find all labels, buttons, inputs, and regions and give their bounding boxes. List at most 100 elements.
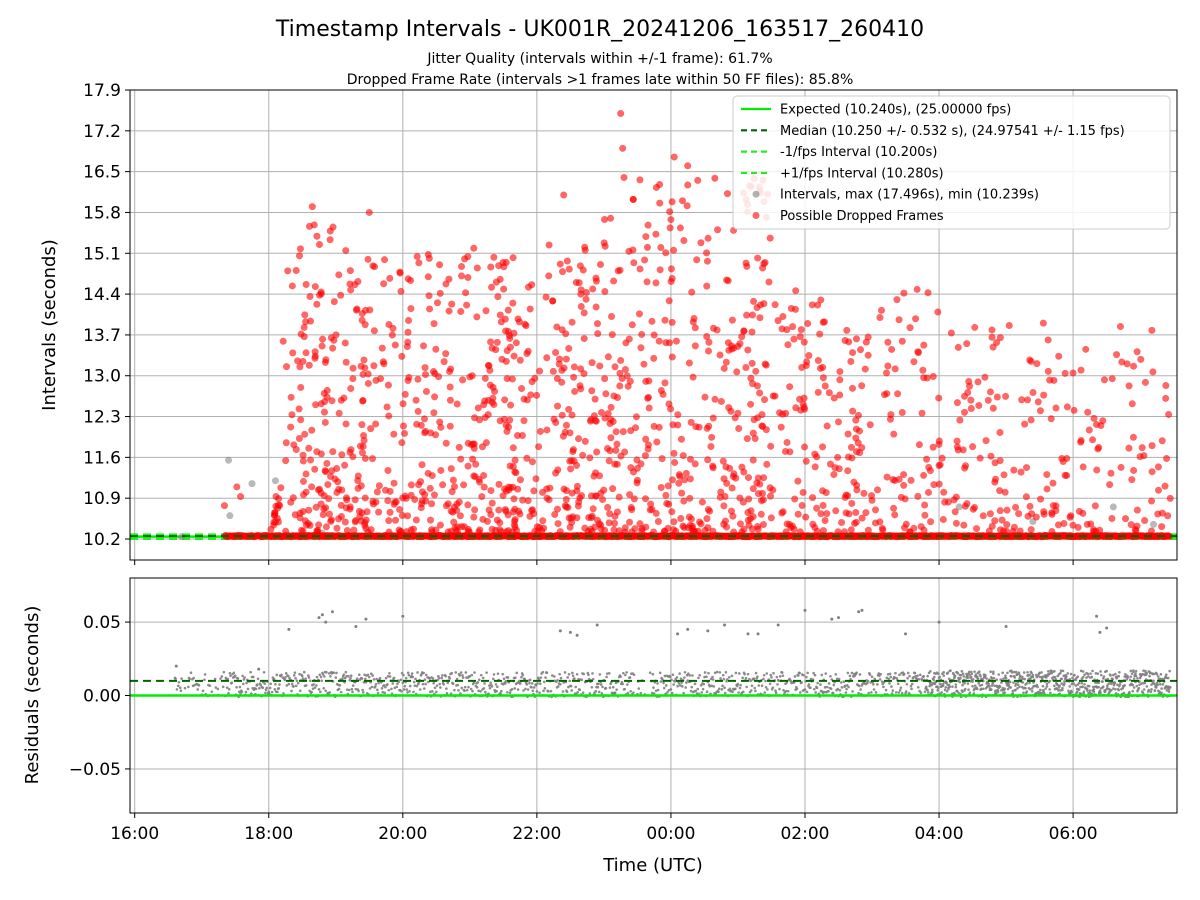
dropped-frame-point <box>302 470 310 478</box>
residual-point <box>317 688 321 691</box>
residual-point <box>922 675 925 678</box>
dropped-frame-point <box>457 455 465 463</box>
dropped-frame-point <box>447 465 455 473</box>
residual-point <box>388 671 391 675</box>
residual-point <box>684 686 687 689</box>
dropped-frame-point <box>494 293 502 301</box>
dropped-frame-point <box>399 422 407 430</box>
residual-point <box>1068 685 1072 688</box>
dropped-frame-point <box>330 298 338 306</box>
dropped-frame-point <box>292 445 300 453</box>
dropped-frame-point <box>573 514 581 522</box>
dropped-frame-point <box>704 456 712 464</box>
dropped-frame-point <box>510 521 518 529</box>
dropped-frame-point <box>1002 392 1010 400</box>
residual-point <box>679 677 683 680</box>
dropped-frame-point <box>759 422 767 430</box>
residual-point <box>750 684 754 688</box>
x-tick-label: 22:00 <box>512 824 561 844</box>
residual-point <box>412 690 415 694</box>
residual-point <box>406 691 409 694</box>
dropped-frame-point <box>742 364 750 372</box>
residual-point <box>1145 671 1149 675</box>
residual-point <box>980 683 984 687</box>
residual-point <box>987 682 990 686</box>
residual-point <box>599 683 603 686</box>
dropped-frame-point <box>530 487 538 495</box>
residual-point <box>735 684 739 688</box>
residual-point <box>504 679 508 683</box>
dropped-frame-point <box>1133 506 1141 514</box>
residual-point <box>666 691 669 694</box>
residual-point <box>701 687 705 691</box>
dropped-frame-point <box>834 528 842 536</box>
residual-point <box>1132 670 1135 674</box>
x-tick-label: 16:00 <box>110 824 159 844</box>
dropped-frame-point <box>638 330 646 338</box>
dropped-frame-point <box>515 507 523 515</box>
dropped-frame-point <box>620 173 628 181</box>
residual-point <box>700 691 704 694</box>
dropped-frame-point <box>496 311 504 319</box>
dropped-frame-point <box>573 487 581 495</box>
dropped-frame-point <box>709 324 717 332</box>
residual-point <box>235 685 238 689</box>
dropped-frame-point <box>320 389 328 397</box>
dropped-frame-point <box>523 396 531 404</box>
dropped-frame-point <box>753 479 761 487</box>
residual-point <box>435 684 439 687</box>
residual-point <box>388 675 392 678</box>
residual-point <box>731 690 734 694</box>
dropped-frame-point <box>636 176 644 184</box>
dropped-frame-point <box>488 499 496 507</box>
residual-point <box>846 671 850 675</box>
residual-point <box>679 684 682 687</box>
dropped-frame-point <box>891 511 899 519</box>
dropped-frame-point <box>914 349 922 357</box>
interval-point <box>225 456 233 464</box>
residual-point <box>594 689 598 693</box>
dropped-frame-point <box>701 393 709 401</box>
residual-point <box>177 680 181 684</box>
dropped-frame-point <box>804 319 812 327</box>
residual-point <box>718 671 722 674</box>
dropped-frame-point <box>560 364 568 372</box>
residual-point <box>831 691 835 695</box>
residual-point <box>766 688 769 691</box>
residual-point <box>468 675 472 678</box>
dropped-frame-point <box>861 365 869 373</box>
dropped-frame-point <box>883 473 891 481</box>
dropped-frame-point <box>744 346 752 354</box>
residual-point <box>777 679 781 683</box>
residual-point <box>216 687 220 691</box>
residual-point <box>1022 671 1026 674</box>
residual-point <box>878 678 882 681</box>
residual-point <box>1091 669 1094 673</box>
residual-point <box>961 672 965 676</box>
dropped-frame-point <box>642 435 650 443</box>
residual-point <box>262 670 266 674</box>
dropped-frame-point <box>660 528 668 536</box>
dropped-frame-point <box>862 509 870 517</box>
residual-point <box>315 684 318 687</box>
dropped-frame-point <box>299 457 307 465</box>
residual-point <box>458 674 462 677</box>
residual-point <box>436 678 439 682</box>
dropped-frame-point <box>384 467 392 475</box>
residual-point <box>1155 672 1159 676</box>
dropped-frame-point <box>864 526 872 534</box>
dropped-frame-point <box>901 495 909 503</box>
dropped-frame-point <box>437 466 445 474</box>
residual-point <box>183 686 187 690</box>
residual-point <box>587 673 590 677</box>
dropped-frame-point <box>305 361 313 369</box>
dropped-frame-point <box>1044 336 1052 344</box>
dropped-frame-point <box>321 418 329 426</box>
dropped-frame-point <box>735 424 743 432</box>
residual-point <box>961 683 964 687</box>
dropped-frame-point <box>1130 362 1138 370</box>
dropped-frame-point <box>338 451 346 459</box>
residual-point <box>876 683 879 686</box>
residual-point <box>226 677 230 681</box>
residual-point <box>746 672 750 676</box>
